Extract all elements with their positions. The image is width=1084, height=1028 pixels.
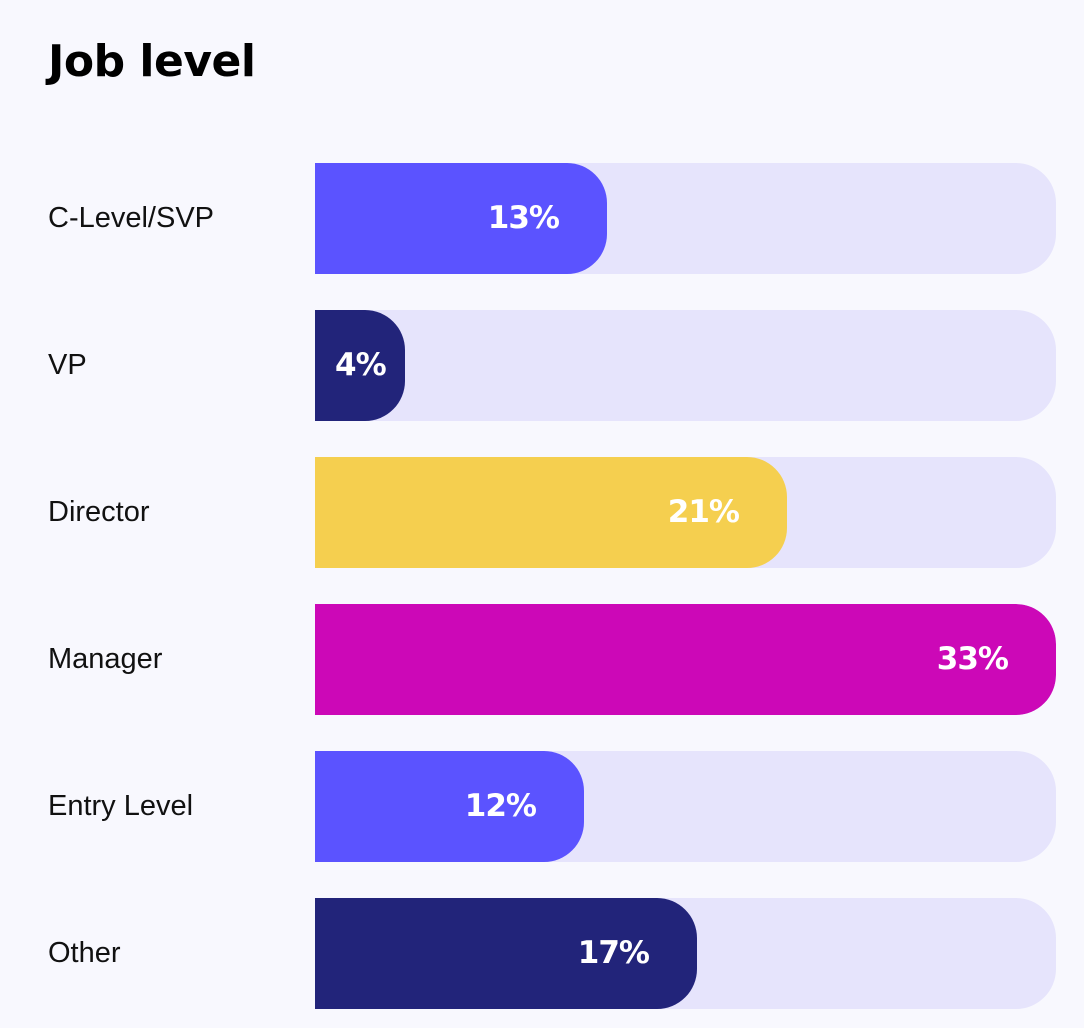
bar-value-label: 4% (335, 347, 387, 383)
bar-value-label: 12% (464, 788, 537, 824)
category-label: Manager (48, 643, 163, 675)
bar-c-level-svp (315, 163, 607, 274)
bar-value-label: 33% (936, 641, 1009, 677)
bar-track: 33% (315, 604, 1056, 715)
bar-value-label: 21% (667, 494, 740, 530)
bar-value-label: 17% (577, 935, 650, 971)
bar-track: 17% (315, 898, 1056, 1009)
bar-track: 12% (315, 751, 1056, 862)
category-label: Other (48, 937, 121, 969)
bar-row-manager: Manager 33% (0, 604, 1084, 715)
bar-entry-level (315, 751, 584, 862)
bar-director (315, 457, 787, 568)
bar-track: 13% (315, 163, 1056, 274)
bar-value-label: 13% (487, 200, 560, 236)
category-label: Director (48, 496, 150, 528)
bar-row-c-level-svp: C-Level/SVP 13% (0, 163, 1084, 274)
bar-row-entry-level: Entry Level 12% (0, 751, 1084, 862)
bar-track: 21% (315, 457, 1056, 568)
bar-vp (315, 310, 405, 421)
category-label: VP (48, 349, 87, 381)
category-label: Entry Level (48, 790, 194, 822)
bar-row-other: Other 17% (0, 898, 1084, 1009)
bar-row-director: Director 21% (0, 457, 1084, 568)
bar-track: 4% (315, 310, 1056, 421)
bar-row-vp: VP 4% (0, 310, 1084, 421)
bar-other (315, 898, 697, 1009)
category-label: C-Level/SVP (48, 202, 215, 234)
bar-manager (315, 604, 1056, 715)
chart-title: Job level (48, 36, 256, 87)
